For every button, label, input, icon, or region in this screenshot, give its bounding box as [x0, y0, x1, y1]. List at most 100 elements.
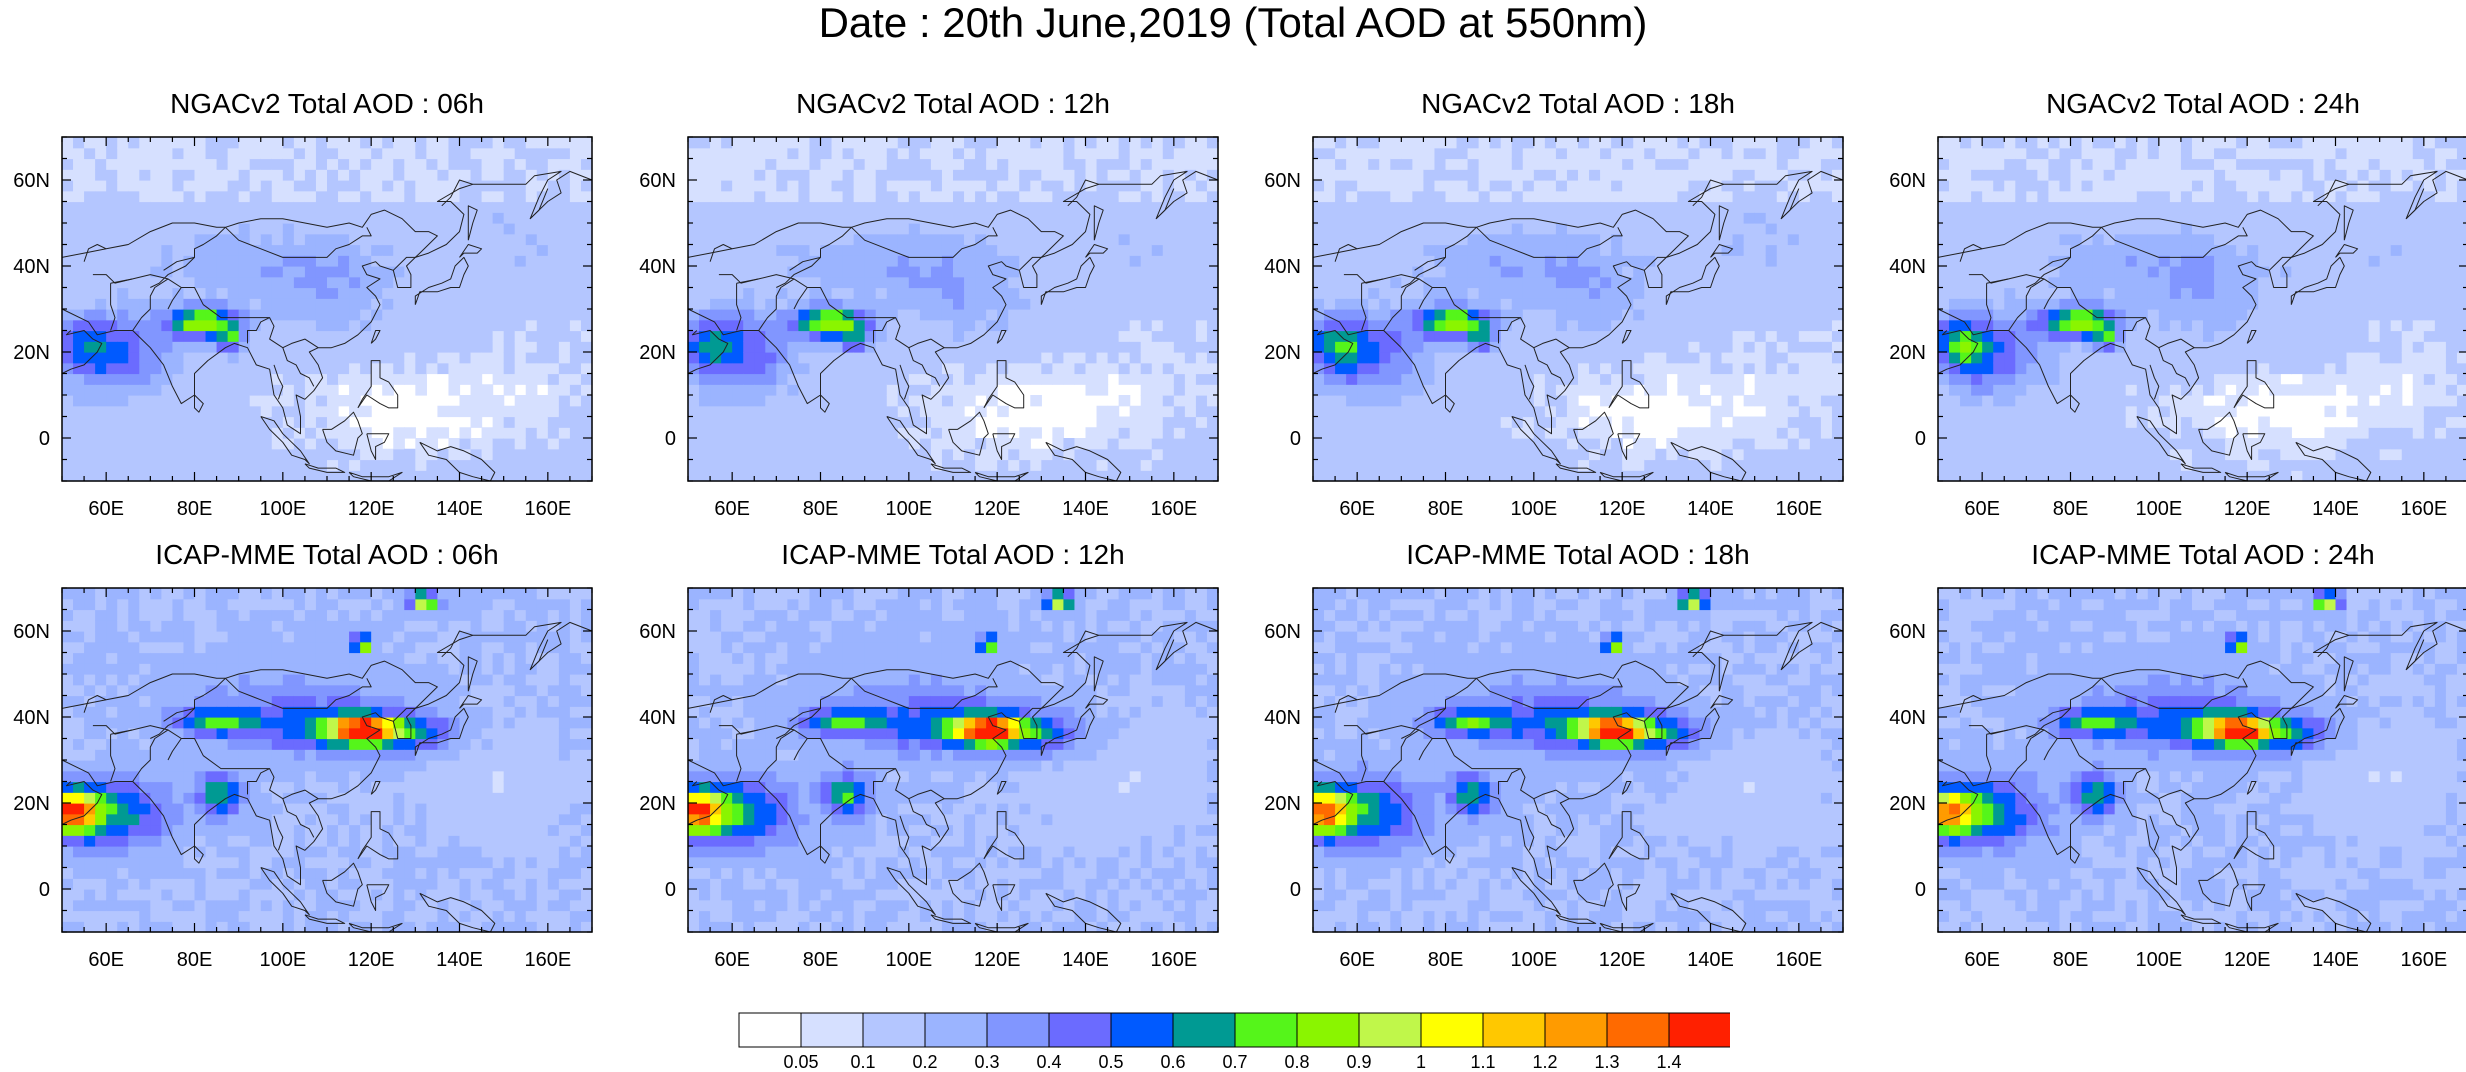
lon-tick-label: 100E: [885, 949, 932, 971]
colorbar-label: 1: [1416, 1052, 1426, 1072]
colorbar-label: 0.9: [1346, 1052, 1371, 1072]
lon-tick-label: 120E: [974, 498, 1021, 520]
lon-tick-label: 80E: [177, 498, 213, 520]
lon-tick-label: 140E: [436, 498, 483, 520]
lat-tick-label: 0: [665, 879, 676, 901]
lat-tick-label: 20N: [13, 342, 50, 364]
aod-field: [62, 588, 593, 933]
lat-tick-label: 40N: [13, 707, 50, 729]
lon-tick-label: 120E: [348, 949, 395, 971]
colorbar-box: [1607, 1013, 1669, 1047]
colorbar-box: [1359, 1013, 1421, 1047]
colorbar-label: 0.8: [1284, 1052, 1309, 1072]
colorbar-label: 0.6: [1160, 1052, 1185, 1072]
colorbar: [738, 1012, 1730, 1048]
lon-tick-label: 140E: [2312, 498, 2359, 520]
aod-field: [688, 588, 1219, 933]
aod-field: [1313, 588, 1844, 933]
lat-tick-label: 20N: [1264, 793, 1301, 815]
lon-tick-label: 140E: [436, 949, 483, 971]
colorbar-label: 0.05: [783, 1052, 818, 1072]
lon-tick-label: 140E: [1062, 949, 1109, 971]
colorbar-box: [1049, 1013, 1111, 1047]
aod-field: [1938, 137, 2466, 482]
aod-field: [62, 137, 593, 482]
colorbar-box: [1483, 1013, 1545, 1047]
lat-tick-label: 60N: [13, 170, 50, 192]
colorbar-box: [739, 1013, 801, 1047]
lat-tick-label: 0: [1290, 428, 1301, 450]
lon-tick-label: 160E: [2400, 949, 2447, 971]
aod-field: [688, 137, 1219, 482]
colorbar-box: [801, 1013, 863, 1047]
lon-tick-label: 120E: [1599, 498, 1646, 520]
lat-tick-label: 0: [665, 428, 676, 450]
lon-tick-label: 60E: [1339, 949, 1375, 971]
colorbar-label: 0.7: [1222, 1052, 1247, 1072]
lat-tick-label: 60N: [1889, 170, 1926, 192]
colorbar-label: 0.2: [912, 1052, 937, 1072]
lon-tick-label: 120E: [348, 498, 395, 520]
lon-tick-label: 100E: [1510, 949, 1557, 971]
lon-tick-label: 60E: [1339, 498, 1375, 520]
colorbar-label: 1.2: [1532, 1052, 1557, 1072]
lat-tick-label: 0: [39, 428, 50, 450]
lon-tick-label: 160E: [524, 949, 571, 971]
lon-tick-label: 80E: [1428, 949, 1464, 971]
lon-tick-label: 80E: [177, 949, 213, 971]
figure-title: Date : 20th June,2019 (Total AOD at 550n…: [0, 0, 2466, 46]
colorbar-box: [987, 1013, 1049, 1047]
colorbar-label: 0.3: [974, 1052, 999, 1072]
lat-tick-label: 40N: [639, 707, 676, 729]
lat-tick-label: 40N: [1264, 707, 1301, 729]
lon-tick-label: 160E: [1775, 498, 1822, 520]
lon-tick-label: 60E: [1964, 949, 2000, 971]
lat-tick-label: 0: [1915, 879, 1926, 901]
lon-tick-label: 160E: [1150, 949, 1197, 971]
lon-tick-label: 140E: [2312, 949, 2359, 971]
lon-tick-label: 140E: [1687, 498, 1734, 520]
lat-tick-label: 20N: [1889, 793, 1926, 815]
lon-tick-label: 80E: [803, 498, 839, 520]
lat-tick-label: 60N: [639, 621, 676, 643]
lon-tick-label: 120E: [1599, 949, 1646, 971]
lat-tick-label: 0: [1915, 428, 1926, 450]
lon-tick-label: 120E: [2224, 498, 2271, 520]
lon-tick-label: 140E: [1687, 949, 1734, 971]
colorbar-label: 1.3: [1594, 1052, 1619, 1072]
aod-field: [1938, 588, 2466, 933]
lat-tick-label: 40N: [1889, 707, 1926, 729]
lon-tick-label: 120E: [974, 949, 1021, 971]
lon-tick-label: 100E: [1510, 498, 1557, 520]
lat-tick-label: 20N: [639, 793, 676, 815]
colorbar-box: [1235, 1013, 1297, 1047]
lon-tick-label: 80E: [2053, 498, 2089, 520]
lat-tick-label: 60N: [639, 170, 676, 192]
lat-tick-label: 0: [39, 879, 50, 901]
lat-tick-label: 60N: [1264, 621, 1301, 643]
lat-tick-label: 60N: [1264, 170, 1301, 192]
lon-tick-label: 80E: [2053, 949, 2089, 971]
lat-tick-label: 60N: [13, 621, 50, 643]
lon-tick-label: 60E: [714, 949, 750, 971]
colorbar-box: [1421, 1013, 1483, 1047]
lon-tick-label: 100E: [259, 498, 306, 520]
lon-tick-label: 60E: [1964, 498, 2000, 520]
lat-tick-label: 0: [1290, 879, 1301, 901]
aod-field: [1313, 137, 1844, 482]
colorbar-label: 0.1: [850, 1052, 875, 1072]
colorbar-label: 0.5: [1098, 1052, 1123, 1072]
